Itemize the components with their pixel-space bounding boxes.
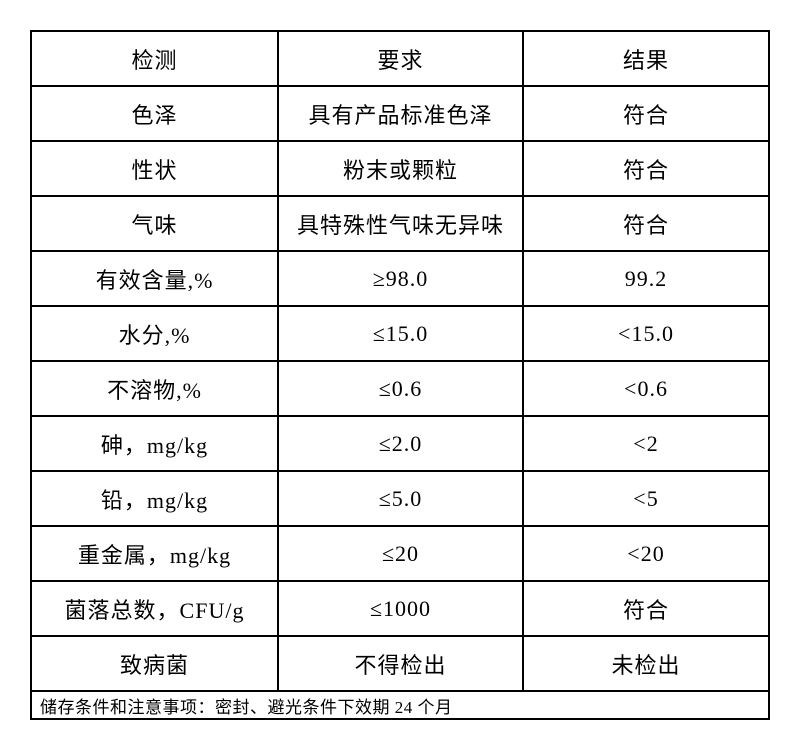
inspection-table: 检测 要求 结果 色泽 具有产品标准色泽 符合 性状 粉末或颗粒 符合 气味 具特殊性气味无异… [30, 30, 770, 720]
cell-item: 水分,% [30, 305, 279, 362]
cell-result: <5 [522, 470, 770, 527]
cell-item: 重金属，mg/kg [30, 525, 279, 582]
table-row: 重金属，mg/kg ≤20 <20 [30, 525, 770, 582]
column-header-requirement: 要求 [277, 30, 524, 87]
storage-conditions-note: 储存条件和注意事项：密封、避光条件下效期 24 个月 [30, 690, 770, 720]
cell-item: 色泽 [30, 85, 279, 142]
table-row: 气味 具特殊性气味无异味 符合 [30, 195, 770, 252]
cell-requirement: ≤2.0 [277, 415, 524, 472]
table-row: 有效含量,% ≥98.0 99.2 [30, 250, 770, 307]
column-header-result: 结果 [522, 30, 770, 87]
cell-requirement: ≤1000 [277, 580, 524, 637]
cell-result: 99.2 [522, 250, 770, 307]
cell-requirement: 粉末或颗粒 [277, 140, 524, 197]
table-row: 色泽 具有产品标准色泽 符合 [30, 85, 770, 142]
cell-requirement: ≤15.0 [277, 305, 524, 362]
cell-requirement: 具有产品标准色泽 [277, 85, 524, 142]
cell-requirement: ≤0.6 [277, 360, 524, 417]
cell-requirement: ≤20 [277, 525, 524, 582]
cell-result: 未检出 [522, 635, 770, 692]
table-row: 铅，mg/kg ≤5.0 <5 [30, 470, 770, 527]
table-row: 致病菌 不得检出 未检出 [30, 635, 770, 692]
table-row: 水分,% ≤15.0 <15.0 [30, 305, 770, 362]
cell-item: 有效含量,% [30, 250, 279, 307]
cell-result: 符合 [522, 140, 770, 197]
table-row: 不溶物,% ≤0.6 <0.6 [30, 360, 770, 417]
footer-row: 储存条件和注意事项：密封、避光条件下效期 24 个月 [30, 690, 770, 720]
cell-result: <20 [522, 525, 770, 582]
cell-requirement: ≥98.0 [277, 250, 524, 307]
table-row: 砷，mg/kg ≤2.0 <2 [30, 415, 770, 472]
cell-item: 致病菌 [30, 635, 279, 692]
cell-item: 气味 [30, 195, 279, 252]
cell-result: 符合 [522, 580, 770, 637]
cell-requirement: 具特殊性气味无异味 [277, 195, 524, 252]
cell-result: 符合 [522, 195, 770, 252]
column-header-test: 检测 [30, 30, 279, 87]
header-row: 检测 要求 结果 [30, 30, 770, 87]
cell-item: 菌落总数，CFU/g [30, 580, 279, 637]
cell-result: <2 [522, 415, 770, 472]
cell-item: 铅，mg/kg [30, 470, 279, 527]
cell-item: 不溶物,% [30, 360, 279, 417]
cell-requirement: ≤5.0 [277, 470, 524, 527]
cell-item: 砷，mg/kg [30, 415, 279, 472]
table-row: 性状 粉末或颗粒 符合 [30, 140, 770, 197]
cell-result: <0.6 [522, 360, 770, 417]
cell-result: <15.0 [522, 305, 770, 362]
cell-item: 性状 [30, 140, 279, 197]
cell-requirement: 不得检出 [277, 635, 524, 692]
cell-result: 符合 [522, 85, 770, 142]
table-row: 菌落总数，CFU/g ≤1000 符合 [30, 580, 770, 637]
